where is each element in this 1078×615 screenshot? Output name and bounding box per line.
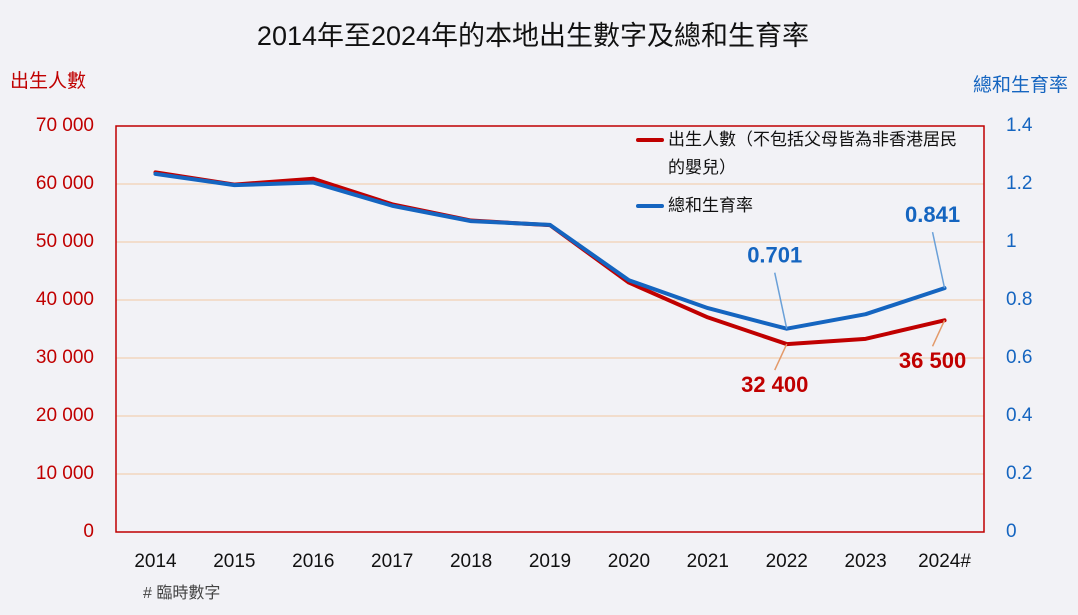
x-tick-label: 2020 (608, 551, 650, 572)
legend-entry: 出生人數（不包括父母皆為非香港居民的嬰兒） (636, 126, 966, 182)
y-tick-label: 10 000 (36, 463, 94, 484)
x-tick-label: 2022 (766, 551, 808, 572)
leader-line (773, 272, 788, 329)
legend-swatch (636, 138, 664, 142)
legend-label: 出生人數（不包括父母皆為非香港居民的嬰兒） (668, 130, 957, 177)
y-tick-label: 60 000 (36, 173, 94, 194)
x-tick-label: 2018 (450, 551, 492, 572)
y2-tick-label: 0.8 (1006, 289, 1032, 310)
y2-axis-title: 總和生育率 (973, 74, 1068, 96)
leader-line (774, 343, 788, 371)
y-tick-label: 40 000 (36, 289, 94, 310)
y2-tick-label: 1.4 (1006, 115, 1033, 136)
legend-entry: 總和生育率 (636, 192, 966, 220)
data-label: 0.841 (905, 202, 960, 227)
x-tick-label: 2019 (529, 551, 571, 572)
legend-swatch (636, 204, 664, 208)
legend-label: 總和生育率 (668, 196, 753, 215)
y-tick-label: 50 000 (36, 231, 94, 252)
series-line (153, 171, 947, 331)
x-tick-label: 2017 (371, 551, 413, 572)
data-label: 32 400 (741, 372, 808, 397)
x-tick-label: 2024# (918, 551, 971, 572)
leader-line (931, 231, 946, 289)
y-tick-label: 20 000 (36, 405, 94, 426)
y2-tick-label: 0.4 (1006, 405, 1033, 426)
footnote: # 臨時數字 (143, 584, 220, 602)
y2-tick-label: 0.2 (1006, 463, 1032, 484)
plot-border (115, 125, 985, 533)
y2-tick-label: 1 (1006, 231, 1017, 252)
y2-tick-label: 1.2 (1006, 173, 1032, 194)
x-tick-label: 2016 (292, 551, 334, 572)
data-label: 0.701 (747, 243, 802, 268)
y-tick-label: 0 (83, 521, 94, 542)
y-tick-label: 30 000 (36, 347, 94, 368)
y2-tick-label: 0 (1006, 521, 1017, 542)
y-tick-label: 70 000 (36, 115, 94, 136)
x-tick-label: 2014 (134, 551, 177, 572)
y2-tick-label: 0.6 (1006, 347, 1032, 368)
leader-line (931, 319, 946, 347)
x-tick-label: 2021 (687, 551, 729, 572)
data-label: 36 500 (899, 348, 966, 373)
legend: 出生人數（不包括父母皆為非香港居民的嬰兒） 總和生育率 (636, 126, 966, 230)
chart-title: 2014年至2024年的本地出生數字及總和生育率 (257, 21, 809, 51)
y-axis-title: 出生人數 (10, 70, 86, 92)
x-tick-label: 2015 (213, 551, 255, 572)
x-tick-label: 2023 (844, 551, 886, 572)
